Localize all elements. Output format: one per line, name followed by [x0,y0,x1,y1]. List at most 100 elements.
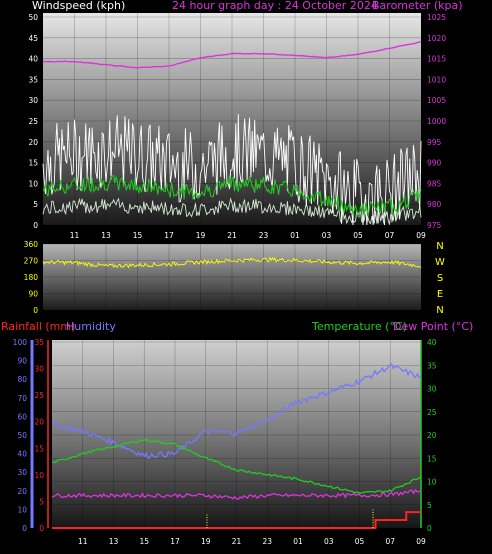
wind-tick-label: 5 [33,200,38,209]
temperature-axis-label: Temperature (°C) [311,320,407,333]
temperature-tick-label: 35 [427,361,437,370]
rainfall-tick-label: 10 [34,471,44,480]
x-tick-label: 21 [227,231,237,240]
temperature-series [51,438,421,495]
direction-tick-label: 0 [33,306,38,315]
rainfall-tick-label: 15 [34,444,44,453]
barometer-series [42,41,422,69]
x-tick-label: 19 [196,231,206,240]
humidity-tick-label: 100 [13,338,28,347]
humidity-tick-label: 90 [17,357,27,366]
wind-grid [43,13,421,226]
x-tick-label: 13 [101,231,111,240]
x-tick-label: 17 [170,537,180,546]
humidity-tick-label: 70 [17,394,27,403]
rainfall-tick-label: 0 [39,524,44,533]
x-tick-label: 19 [201,537,211,546]
graph-title: 24 hour graph day : 24 October 2024 [172,0,378,12]
barometer-tick-label: 1005 [427,96,446,105]
humidity-axis-label: Humidity [66,320,116,333]
humidity-line [51,363,422,459]
rainfall-tick-label: 30 [34,365,44,374]
dewpoint-series [51,488,422,501]
x-tick-label: 07 [385,231,395,240]
barometer-right-ticks: 975 980 985 990 995 1000 1005 1010 1015 1020 1025 [427,13,446,230]
temperature-line [51,438,421,495]
humidity-tick-label: 0 [22,524,27,533]
x-tick-label: 23 [262,537,272,546]
windspeed-axis-label: Windspeed (kph) [32,0,125,12]
x-tick-label: 13 [109,537,119,546]
rainfall-line [52,511,421,529]
x-tick-label: 09 [416,537,426,546]
x-tick-label: 15 [139,537,149,546]
rainfall-series [52,509,421,529]
wind-tick-label: 15 [28,159,38,168]
wind-tick-label: 10 [28,179,38,188]
barometer-tick-label: 995 [427,138,442,147]
wind-tick-label: 25 [28,117,38,126]
rainfall-tick-label: 5 [39,497,44,506]
wind-tick-label: 30 [28,96,38,105]
x-tick-label: 05 [353,231,363,240]
humidity-tick-label: 50 [17,431,27,440]
dewpoint-axis-label: Dew Point (°C) [393,320,473,333]
direction-left-ticks: 0 90 180 270 360 [24,240,39,315]
windspeed-series [42,113,422,226]
wind-tick-label: 40 [28,55,38,64]
x-tick-label: 15 [133,231,143,240]
barometer-axis-label: Barometer (kpa) [372,0,463,12]
x-tick-label: 17 [164,231,174,240]
barometer-tick-label: 1010 [427,75,446,84]
compass-label: S [437,273,443,284]
compass-label: N [436,305,443,316]
wind-tick-label: 50 [28,13,38,22]
x-tick-label: 03 [322,231,332,240]
humidity-tick-label: 40 [17,450,27,459]
wind-tick-label: 35 [28,75,38,84]
direction-tick-label: 270 [24,257,39,266]
rainfall-axis-label: Rainfall (mm) [1,320,75,333]
humidity-tick-label: 20 [17,487,27,496]
direction-series [42,256,422,269]
direction-line [42,256,422,269]
x-tick-label: 23 [259,231,269,240]
wind-tick-label: 20 [28,138,38,147]
compass-label: N [436,241,443,252]
temperature-tick-label: 40 [427,338,437,347]
x-tick-label: 01 [290,231,300,240]
barometer-tick-label: 990 [427,159,442,168]
temperature-tick-label: 30 [427,385,437,394]
temperature-tick-label: 20 [427,431,437,440]
wind-x-ticks: 11 13 15 17 19 21 23 01 03 05 07 09 [70,231,426,240]
direction-tick-label: 360 [24,240,39,249]
climate-grid [30,340,422,529]
x-tick-label: 05 [355,537,365,546]
x-tick-label: 11 [78,537,88,546]
rainfall-tick-label: 35 [34,338,44,347]
temperature-tick-label: 0 [427,524,432,533]
direction-plot-area [43,244,421,310]
temperature-axis-ticks: 0 5 10 15 20 25 30 35 40 [427,338,437,533]
x-tick-label: 07 [385,537,395,546]
barometer-tick-label: 1025 [427,13,446,22]
humidity-tick-label: 80 [17,375,27,384]
x-tick-label: 11 [70,231,80,240]
humidity-tick-label: 10 [17,505,27,514]
temperature-tick-label: 5 [427,501,432,510]
humidity-tick-label: 60 [17,412,27,421]
direction-tick-label: 180 [24,273,39,282]
compass-label: E [437,289,443,300]
humidity-axis-ticks: 0 10 20 30 40 50 60 70 80 90 100 [13,338,28,533]
wind-left-ticks: 0 5 10 15 20 25 30 35 40 45 50 [28,13,38,230]
dewpoint-line [51,488,422,501]
barometer-tick-label: 1000 [427,117,446,126]
wind-tick-label: 45 [28,34,38,43]
temperature-tick-label: 15 [427,454,437,463]
x-tick-label: 21 [232,537,242,546]
wind-gust-line [42,113,422,226]
x-tick-label: 03 [324,537,334,546]
